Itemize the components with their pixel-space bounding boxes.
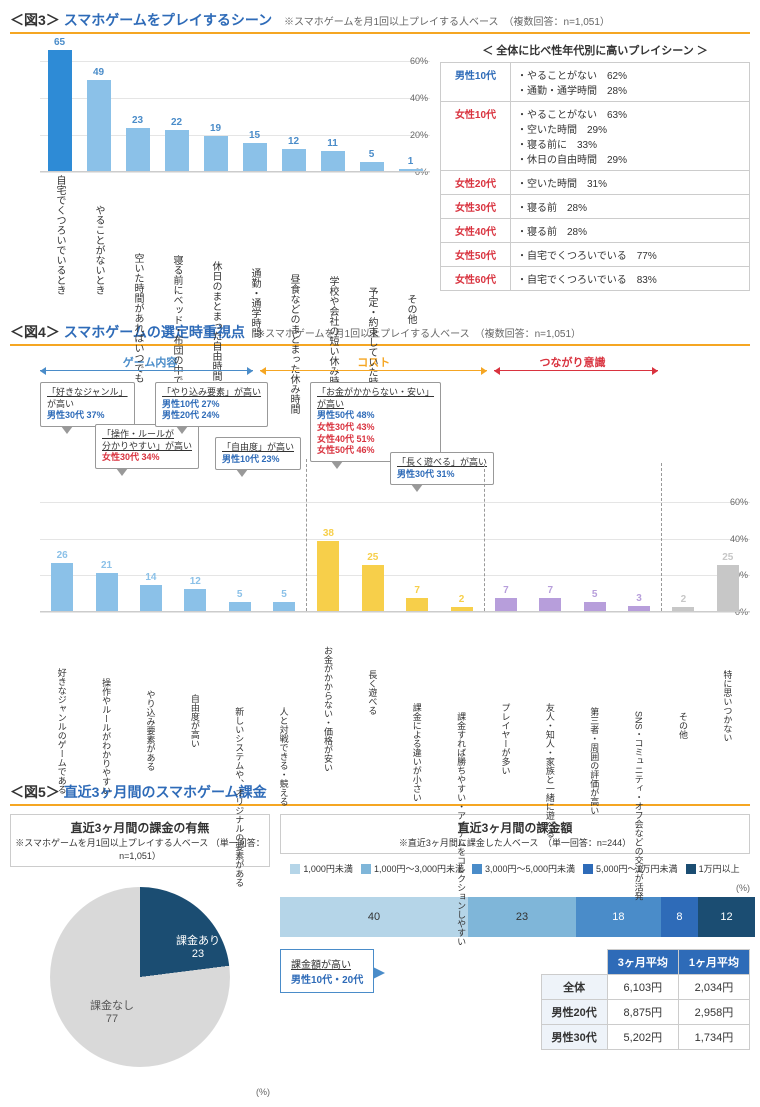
fig5-amount-panel: 直近3ヶ月間の課金額 ※直近3ヶ月間に課金した人ベース （単一回答：n=244）… [280,814,750,1097]
avg-table: 3ヶ月平均1ヶ月平均全体6,103円2,034円男性20代8,875円2,958… [541,949,751,1050]
fig4-arrows [40,370,750,382]
fig4-callouts: 「好きなジャンル」が高い男性30代 37%「操作・ルールが分かりやすい」が高い女… [40,382,750,502]
fig4-categories: ゲーム内容 コスト つながり意識 [40,354,750,370]
fig4-chart: 0%20%40%60%26好きなジャンルのゲームである21操作やルールがわかりや… [10,502,750,762]
fig3-chart: 0%20%40%60%65自宅でくつろいでいるとき49やることがないとき23空い… [10,42,430,302]
stacked-legend: 1,000円未満1,000円～3,000円未満3,000円～5,000円未満5,… [280,862,750,875]
fig3-table: ＜ 全体に比べ性年代別に高いプレイシーン ＞ 男性10代・やることがない 62%… [440,42,750,302]
divider [10,344,750,346]
pie-chart [50,887,230,1067]
stacked-bar: 402318812 [280,897,750,937]
divider [10,32,750,34]
fig3-title: ＜図3＞ スマホゲームをプレイするシーン ※スマホゲームを月1回以上プレイする人… [10,10,750,30]
fig5-callout: 課金額が高い 男性10代・20代 [280,949,374,993]
fig5-pie-panel: 直近3ヶ月間の課金の有無 ※スマホゲームを月1回以上プレイする人ベース （単一回… [10,814,270,1097]
fig4-title: ＜図4＞ スマホゲームの選定時重視点 ※スマホゲームを月1回以上プレイする人ベー… [10,322,750,342]
